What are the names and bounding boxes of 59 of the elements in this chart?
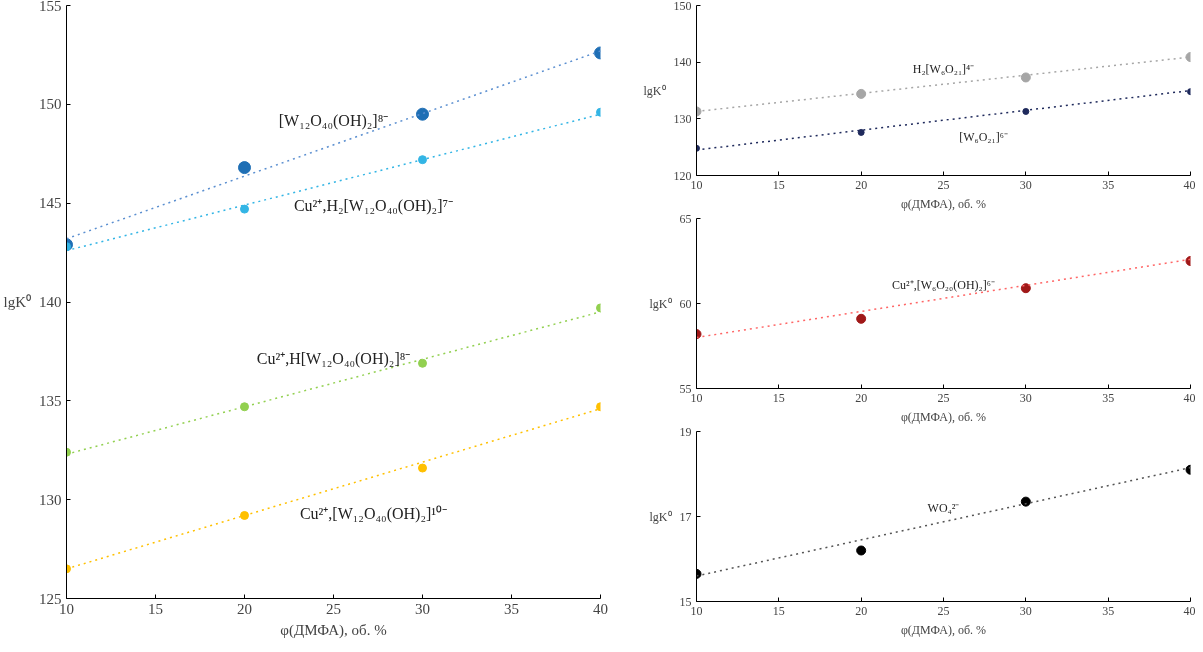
x-tick-label: 30 (1019, 603, 1032, 618)
y-tick-label: 55 (679, 381, 692, 396)
annotation: WO₄²⁻ (927, 500, 960, 515)
x-tick-label: 35 (1102, 390, 1115, 405)
x-tick-label: 15 (148, 600, 163, 617)
x-axis-title: φ(ДМФА), об. % (900, 409, 987, 424)
x-tick-label: 20 (237, 600, 252, 617)
x-tick-label: 20 (855, 603, 868, 618)
y-tick-label: 130 (673, 111, 692, 126)
y-tick-label: 145 (39, 195, 62, 212)
x-tick-label: 15 (772, 390, 785, 405)
x-tick-label: 10 (690, 390, 703, 405)
x-axis-title: φ(ДМФА), об. % (900, 196, 987, 211)
x-tick-label: 30 (1019, 390, 1032, 405)
x-axis-title: φ(ДМФА), об. % (900, 622, 987, 637)
annotation: [W₁₂O₄₀(OH)₂]⁸⁻ (278, 112, 389, 131)
x-tick-label: 40 (1183, 177, 1196, 192)
y-tick-label: 65 (679, 211, 692, 226)
x-tick-label: 25 (326, 600, 341, 617)
y-axis-title: lgK⁰ (3, 294, 31, 310)
x-tick-label: 20 (855, 177, 868, 192)
x-tick-label: 10 (690, 603, 703, 618)
y-axis-title: lgK⁰ (649, 509, 672, 524)
x-tick-label: 25 (937, 603, 950, 618)
annotation: Cu²⁺,[W₁₂O₄₀(OH)₂]¹⁰⁻ (299, 505, 448, 524)
x-axis-title: φ(ДМФА), об. % (280, 621, 387, 639)
annotation: H₂[W₆O₂₁]⁴⁻ (912, 61, 975, 76)
y-tick-label: 150 (39, 96, 62, 113)
x-tick-label: 30 (1019, 177, 1032, 192)
y-tick-label: 60 (679, 296, 692, 311)
annotation: Cu²⁺,H₂[W₁₂O₄₀(OH)₂]⁷⁻ (293, 197, 454, 216)
x-tick-label: 30 (415, 600, 430, 617)
x-tick-label: 35 (1102, 177, 1115, 192)
annotation: Cu²⁺,[W₆O₂₀(OH)₂]⁶⁻ (892, 277, 995, 292)
x-tick-label: 25 (937, 390, 950, 405)
x-tick-label: 40 (593, 600, 608, 617)
x-tick-label: 15 (772, 603, 785, 618)
y-tick-label: 140 (673, 55, 692, 70)
y-axis-title: lgK⁰ (643, 83, 666, 98)
annotation: Cu²⁺,H[W₁₂O₄₀(OH)₂]⁸⁻ (256, 350, 411, 369)
x-tick-label: 35 (1102, 603, 1115, 618)
x-tick-label: 25 (937, 177, 950, 192)
annotation: [W₆O₂₁]⁶⁻ (959, 129, 1008, 144)
y-tick-label: 125 (39, 590, 62, 607)
y-tick-label: 150 (673, 0, 692, 13)
y-tick-label: 130 (39, 491, 62, 508)
x-tick-label: 15 (772, 177, 785, 192)
x-tick-label: 10 (690, 177, 703, 192)
y-tick-label: 17 (679, 509, 692, 524)
x-tick-label: 20 (855, 390, 868, 405)
y-axis-title: lgK⁰ (649, 296, 672, 311)
x-tick-label: 35 (504, 600, 519, 617)
x-tick-label: 40 (1183, 390, 1196, 405)
y-tick-label: 120 (673, 168, 692, 183)
x-tick-label: 40 (1183, 603, 1196, 618)
y-tick-label: 135 (39, 392, 62, 409)
y-tick-label: 155 (39, 0, 62, 14)
y-tick-label: 19 (679, 424, 692, 439)
y-tick-label: 140 (39, 294, 62, 310)
